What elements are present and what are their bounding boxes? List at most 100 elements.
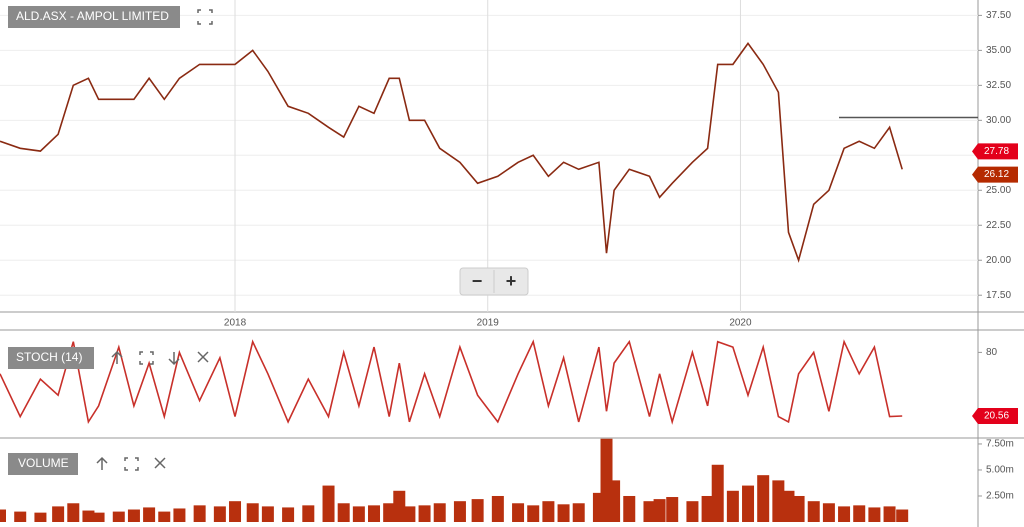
volume-bar [471,499,484,522]
zoom-in-button[interactable]: + [506,271,517,291]
volume-bar [112,511,125,522]
volume-bar [572,503,585,522]
data-line [0,42,903,263]
volume-bar [686,501,699,522]
y-tick-label: 7.50m [986,439,1014,450]
title-box [8,347,94,369]
volume-bar [666,497,679,522]
volume-bar [557,504,570,522]
volume-bar [82,510,95,522]
volume-bar [0,509,6,522]
volume-bar [418,505,431,522]
volume-bar [246,503,259,522]
y-tick-label: 30.00 [986,115,1011,126]
volume-bar [282,507,295,522]
volume-bar [542,501,555,522]
x-tick-label: 2020 [729,318,752,329]
y-tick-label: 2.50m [986,491,1014,502]
volume-bar [433,503,446,522]
volume-bar [52,506,65,522]
y-tick-label: 35.00 [986,45,1011,56]
fullscreen-icon[interactable] [124,457,139,471]
y-tick-label: 5.00m [986,465,1014,476]
zoom-out-button[interactable]: − [472,271,483,291]
price-marker [972,166,1018,183]
volume-bar [34,512,47,522]
y-tick-label: 25.00 [986,185,1011,196]
volume-bar [742,485,755,522]
close-icon[interactable] [197,351,209,363]
volume-bar [726,490,739,522]
volume-bar [173,508,186,522]
volume-bar [213,506,226,522]
move-up-icon[interactable] [96,456,108,470]
volume-bar [782,490,795,522]
volume-bar [772,480,785,522]
close-icon[interactable] [154,457,166,469]
volume-bar [757,475,770,522]
y-tick-label: 37.50 [986,10,1011,21]
volume-bar [653,499,666,522]
move-up-icon[interactable] [111,350,123,364]
volume-bar [127,509,140,522]
volume-bar [302,505,315,522]
title-box [8,453,78,475]
volume-bar [337,503,350,522]
volume-bar [868,507,881,522]
chart-title: ALD.ASX - AMPOL LIMITED [16,9,169,23]
title-box [8,6,180,28]
y-tick-label: 22.50 [986,220,1011,231]
panel-headers: ALD.ASX - AMPOL LIMITED STOCH (14) VOLUM… [8,6,213,475]
price-marker [972,143,1018,160]
panel-title: VOLUME [18,456,69,470]
volume-bar [896,509,909,522]
volume-bar [711,464,724,522]
volume-bar [807,501,820,522]
volume-bar [193,505,206,522]
value-marker [972,408,1018,425]
volume-bar [701,495,714,522]
data-line [0,339,903,425]
x-tick-label: 2018 [224,318,247,329]
y-tick-label: 17.50 [986,290,1011,301]
volume-bar [393,490,406,522]
volume-bar [403,506,416,522]
volume-bar [822,503,835,522]
volume-bar [792,495,805,522]
volume-bar [623,495,636,522]
y-tick-label: 20.00 [986,255,1011,266]
y-tick-label: 32.50 [986,80,1011,91]
volume-bar [67,503,80,522]
x-tick-label: 2019 [477,318,500,329]
panel-title: STOCH (14) [16,350,82,364]
volume-bar [352,506,365,522]
volume-bar [838,506,851,522]
move-down-icon[interactable] [168,352,180,366]
volume-bar [491,495,504,522]
volume-bar [158,511,171,522]
volume-bar [512,503,525,522]
volume-bar [383,503,396,522]
volume-bar [527,505,540,522]
fullscreen-icon[interactable] [197,9,213,25]
volume-bar [453,501,466,522]
volume-bar [143,507,156,522]
volume-bar [229,501,242,522]
value-marker-label: 20.56 [984,411,1009,422]
volume-bar [261,506,274,522]
fullscreen-icon[interactable] [139,351,154,365]
volume-bar [368,505,381,522]
volume-bar [92,512,105,522]
y-tick-label: 80 [986,347,998,358]
price-marker-label: 27.78 [984,146,1009,157]
volume-bar [14,511,27,522]
volume-bar [853,505,866,522]
zoom-controls: − + [459,267,529,296]
price-marker-label: 26.12 [984,169,1009,180]
volume-bar [322,485,335,522]
volume-bar [643,501,656,522]
volume-bar [883,506,896,522]
